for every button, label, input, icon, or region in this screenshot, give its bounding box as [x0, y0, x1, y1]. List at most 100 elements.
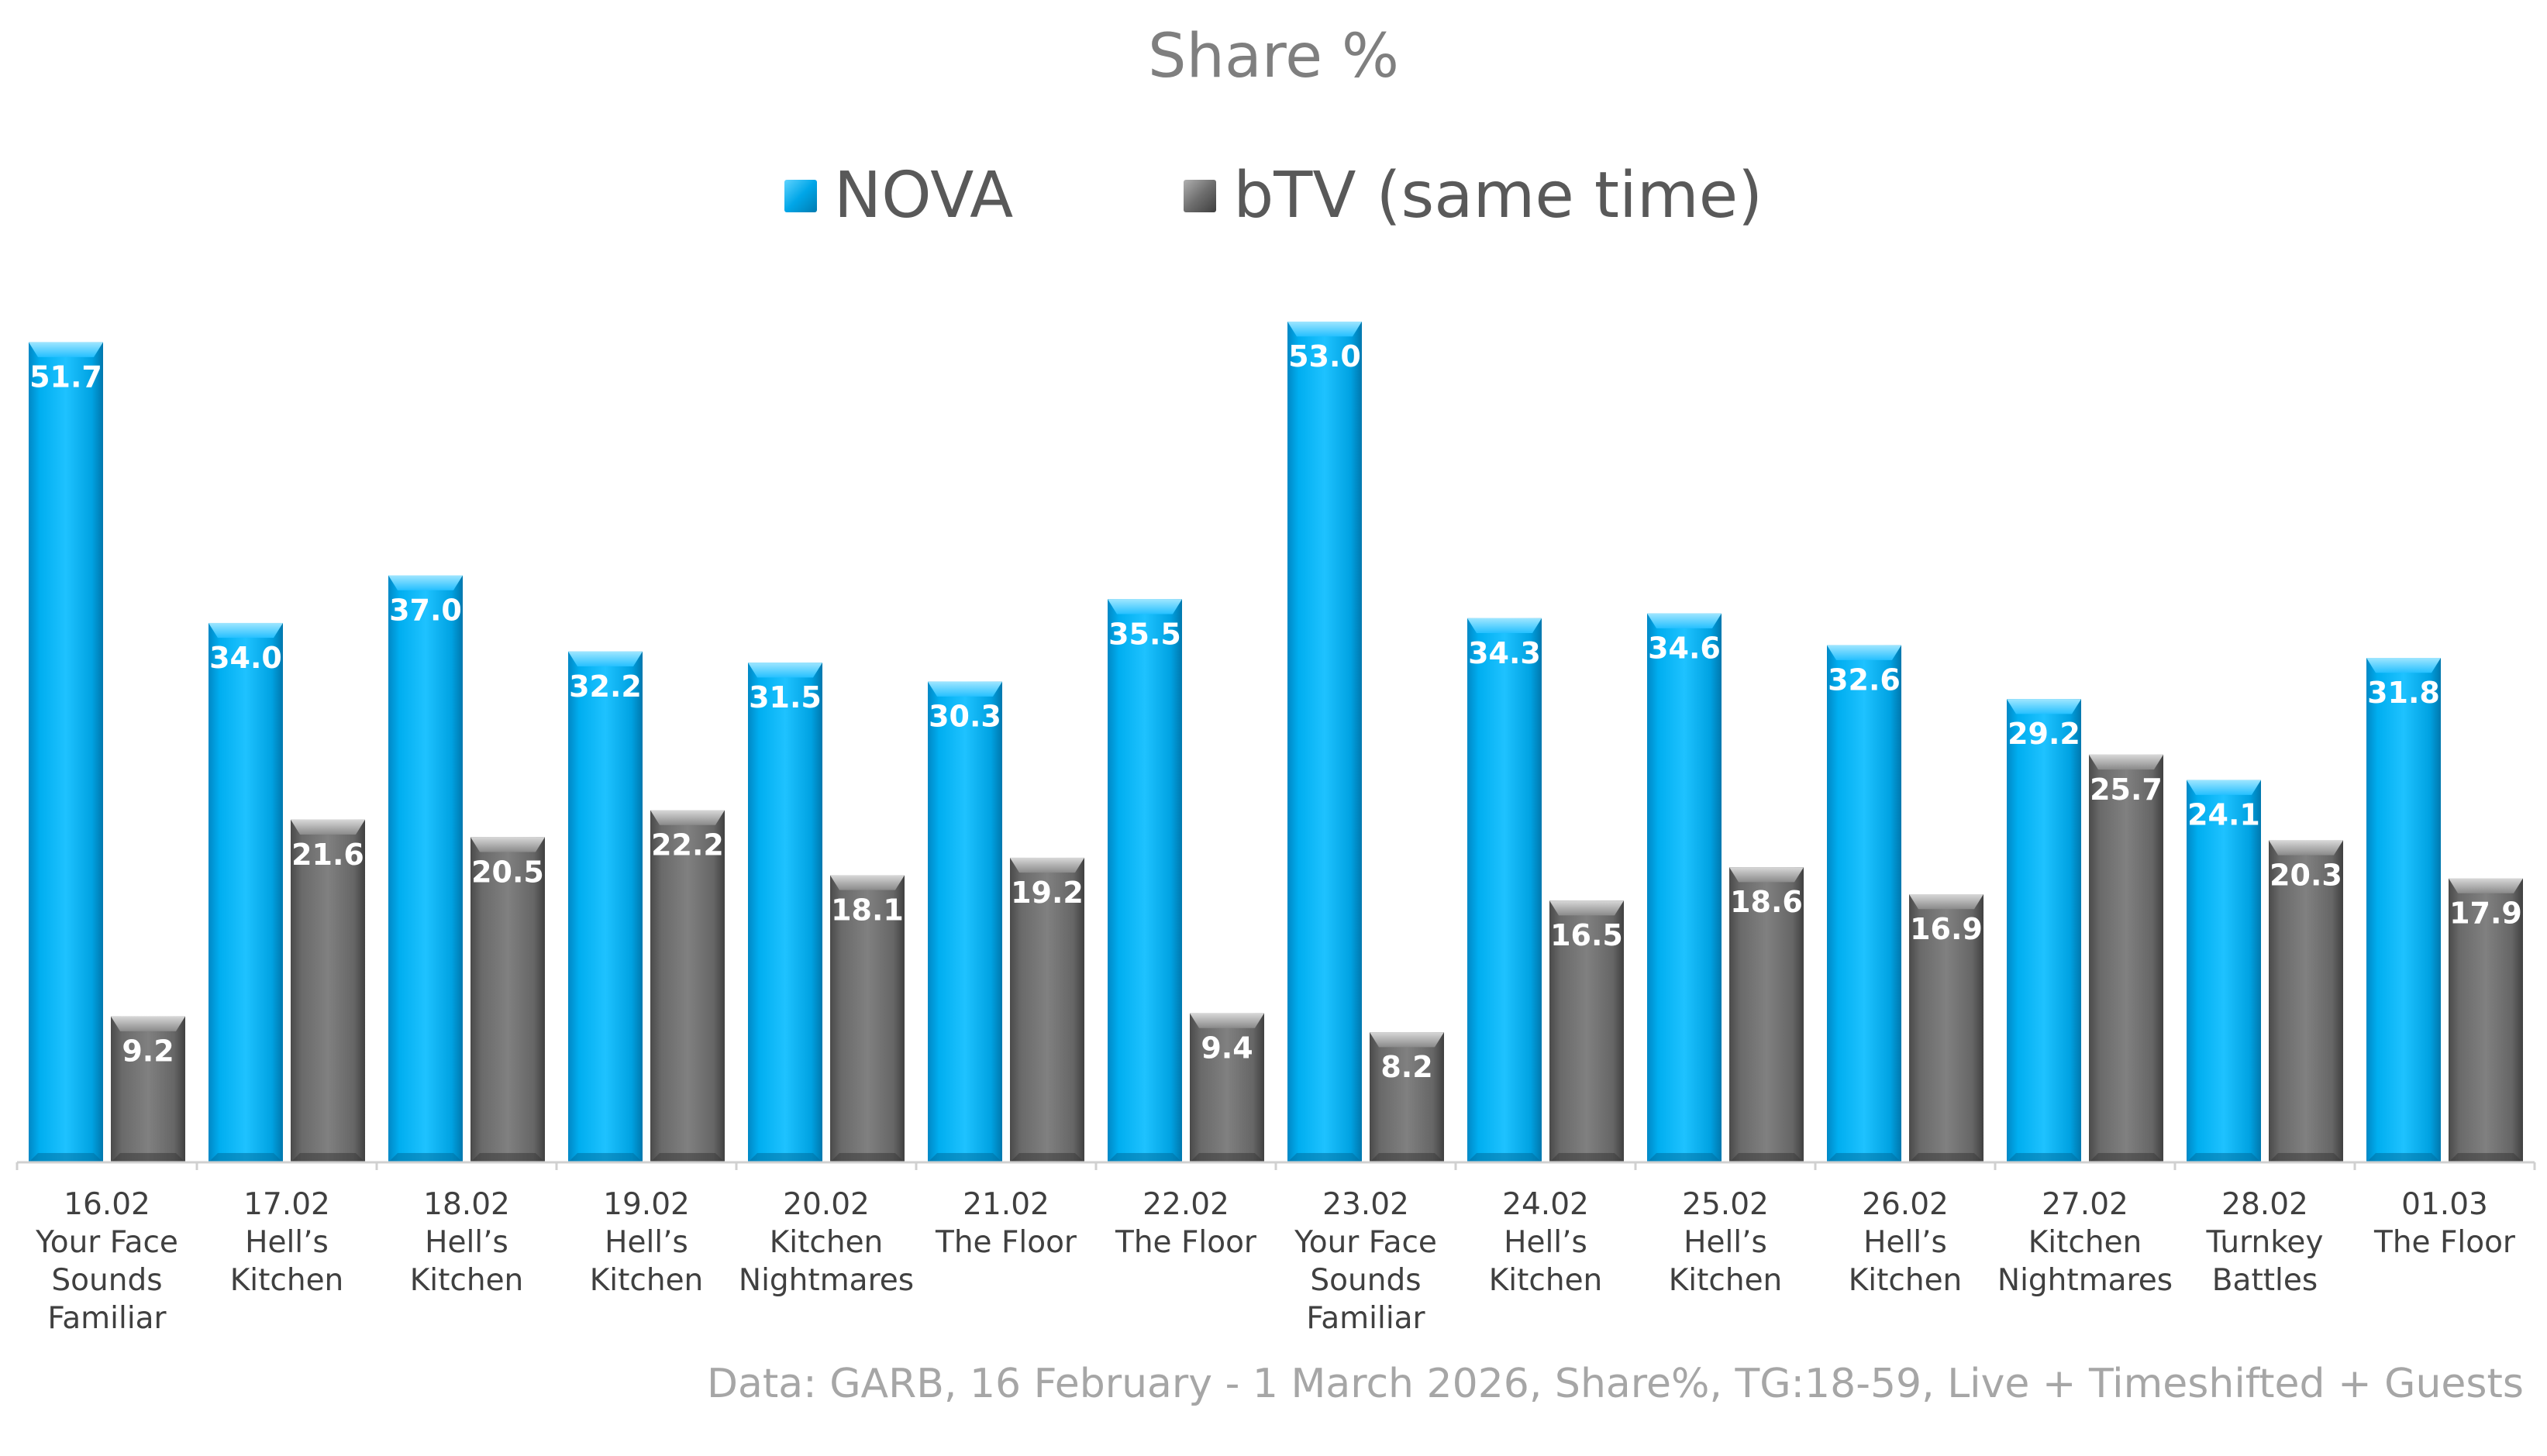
data-label-btv: 16.5	[1550, 918, 1623, 952]
x-tick-label: 01.03 The Floor	[2355, 1186, 2535, 1262]
x-tick-label: 17.02 Hell’s Kitchen	[197, 1186, 377, 1299]
x-tick-label-line: Turnkey	[2206, 1225, 2324, 1260]
x-tick-label-line: 22.02	[1143, 1187, 1229, 1222]
x-tick-label: 26.02 Hell’s Kitchen	[1815, 1186, 1995, 1299]
bar-nova	[2366, 658, 2441, 1162]
x-tick-label: 18.02 Hell’s Kitchen	[377, 1186, 557, 1299]
data-label-btv: 20.5	[471, 855, 544, 889]
x-tick-label-line: Familiar	[47, 1301, 167, 1336]
data-label-btv: 9.2	[122, 1034, 174, 1069]
bar-btv	[470, 837, 545, 1162]
bar-btv	[1729, 867, 1804, 1162]
x-tick-label-line: 26.02	[1862, 1187, 1949, 1222]
bar-nova	[29, 342, 103, 1162]
x-tick-label-line: Your Face	[36, 1225, 178, 1260]
bar-nova	[1647, 613, 1722, 1162]
x-tick-label: 23.02 Your Face Sounds Familiar	[1276, 1186, 1456, 1337]
x-tick-label: 22.02 The Floor	[1096, 1186, 1276, 1262]
bar-nova	[1827, 645, 1901, 1162]
bar-nova	[1287, 322, 1362, 1162]
x-tick-label-line: Kitchen	[769, 1225, 884, 1260]
bar-btv	[1190, 1013, 1264, 1162]
x-tick-label-line: Sounds	[1310, 1263, 1422, 1298]
bar-nova	[209, 622, 283, 1162]
source-note: Data: GARB, 16 February - 1 March 2026, …	[707, 1361, 2524, 1407]
data-label-btv: 9.4	[1201, 1031, 1253, 1065]
bar-btv	[830, 875, 905, 1162]
x-tick-label: 28.02 Turnkey Battles	[2175, 1186, 2355, 1299]
x-tick-label-line: Sounds	[51, 1263, 163, 1298]
data-label-nova: 34.3	[1468, 636, 1541, 670]
bar-btv	[1370, 1032, 1444, 1162]
x-tick-label: 25.02 Hell’s Kitchen	[1635, 1186, 1815, 1299]
bar-btv	[291, 819, 365, 1162]
x-tick-label-line: Kitchen	[589, 1263, 704, 1298]
x-tick-label: 27.02 Kitchen Nightmares	[1995, 1186, 2175, 1299]
bar-btv	[1010, 857, 1084, 1162]
legend-item-nova: NOVA	[784, 159, 1013, 232]
x-tick-label: 20.02 Kitchen Nightmares	[736, 1186, 916, 1299]
x-tick-label-line: Kitchen	[1488, 1263, 1603, 1298]
x-tick-label: 16.02 Your Face Sounds Familiar	[17, 1186, 197, 1337]
data-label-btv: 16.9	[1910, 912, 1983, 946]
x-tick-label-line: 19.02	[603, 1187, 690, 1222]
data-label-nova: 31.5	[749, 680, 822, 714]
legend-item-btv: bTV (same time)	[1184, 159, 1763, 232]
data-label-btv: 20.3	[2270, 858, 2342, 892]
data-label-btv: 21.6	[291, 838, 364, 872]
data-label-btv: 25.7	[2090, 773, 2163, 807]
data-label-nova: 35.5	[1108, 617, 1181, 651]
data-label-nova: 30.3	[929, 700, 1001, 734]
x-tick-label-line: Kitchen	[1848, 1263, 1963, 1298]
x-tick-label-line: The Floor	[2374, 1225, 2515, 1260]
bar-nova	[388, 575, 463, 1162]
data-label-nova: 37.0	[389, 594, 462, 628]
x-tick-label-line: 24.02	[1502, 1187, 1589, 1222]
data-label-nova: 31.8	[2367, 676, 2440, 710]
x-tick-label-line: Hell’s	[1504, 1225, 1587, 1260]
x-axis	[16, 1161, 2536, 1170]
data-label-btv: 22.2	[651, 828, 724, 862]
chart-title: Share %	[1148, 22, 1399, 91]
data-label-btv: 19.2	[1011, 876, 1084, 910]
x-tick-label-line: 21.02	[963, 1187, 1049, 1222]
x-tick-label-line: Hell’s	[605, 1225, 688, 1260]
x-tick-label: 19.02 Hell’s Kitchen	[557, 1186, 736, 1299]
x-tick-label-line: Kitchen	[409, 1263, 524, 1298]
x-tick-label-line: Hell’s	[1863, 1225, 1947, 1260]
legend-label-btv: bTV (same time)	[1233, 159, 1763, 232]
bars-layer: 51.7 9.2 34.0 21.6 37.0 20.5 32.2 22.2 31.5 18.1 3…	[29, 322, 2523, 1162]
bar-btv	[2449, 878, 2523, 1162]
x-tick-label-line: Nightmares	[1997, 1263, 2173, 1298]
bar-nova	[1467, 618, 1542, 1162]
x-tick-label-line: The Floor	[1115, 1225, 1256, 1260]
x-tick-label-line: Battles	[2211, 1263, 2318, 1298]
legend-label-nova: NOVA	[833, 159, 1014, 232]
bar-btv	[2089, 754, 2163, 1162]
x-tick-label-line: 01.03	[2401, 1187, 2488, 1222]
bar-btv	[1549, 900, 1624, 1162]
x-tick-label-line: Kitchen	[2028, 1225, 2142, 1260]
x-tick-label-line: Kitchen	[1668, 1263, 1783, 1298]
x-tick-label-line: Hell’s	[1684, 1225, 1767, 1260]
data-label-nova: 24.1	[2187, 798, 2260, 832]
data-label-nova: 53.0	[1288, 339, 1361, 373]
bar-btv	[2269, 840, 2343, 1162]
x-tick-label-line: Hell’s	[425, 1225, 508, 1260]
legend-swatch-btv	[1184, 179, 1217, 212]
x-tick-label-line: Your Face	[1294, 1225, 1437, 1260]
x-tick-label-line: Hell’s	[245, 1225, 329, 1260]
data-label-nova: 32.6	[1828, 663, 1901, 697]
data-label-btv: 8.2	[1380, 1050, 1432, 1084]
x-tick-label-line: Nightmares	[738, 1263, 915, 1298]
bar-btv	[650, 810, 725, 1162]
bar-nova	[1108, 599, 1182, 1162]
data-label-btv: 17.9	[2449, 897, 2522, 931]
x-tick-label-line: 18.02	[423, 1187, 510, 1222]
x-tick-label-line: Kitchen	[229, 1263, 344, 1298]
legend-swatch-nova	[784, 179, 817, 212]
x-tick-label-line: Familiar	[1306, 1301, 1425, 1336]
x-tick-label: 24.02 Hell’s Kitchen	[1456, 1186, 1635, 1299]
bar-nova	[568, 651, 643, 1162]
data-label-nova: 29.2	[2008, 717, 2080, 751]
